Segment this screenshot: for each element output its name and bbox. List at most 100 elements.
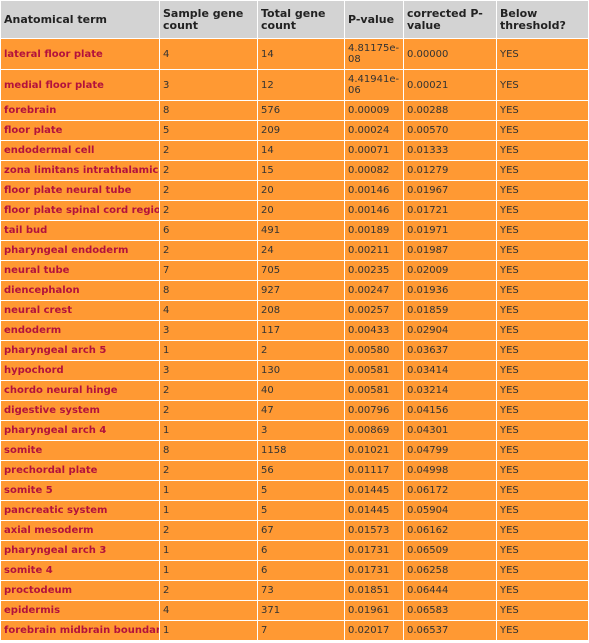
sample-count-cell: 7 <box>159 260 258 281</box>
term-cell[interactable]: pharyngeal arch 3 <box>0 540 160 561</box>
p-value-cell: 0.00247 <box>344 280 404 301</box>
table-row: pharyngeal endoderm 2 24 0.00211 0.01987 YES <box>0 240 589 261</box>
p-value-cell: 0.01731 <box>344 560 404 581</box>
total-count-cell: 20 <box>257 200 345 221</box>
total-count-cell: 73 <box>257 580 345 601</box>
corrected-p-value-cell: 0.02904 <box>403 320 497 341</box>
term-cell[interactable]: pharyngeal arch 5 <box>0 340 160 361</box>
term-cell[interactable]: zona limitans intrathalamica <box>0 160 160 181</box>
total-count-cell: 371 <box>257 600 345 621</box>
corrected-p-value-cell: 0.06583 <box>403 600 497 621</box>
header-below-threshold[interactable]: Below threshold? <box>496 0 589 39</box>
table-row: lateral floor plate 4 14 4.81175e-08 0.00000… <box>0 38 589 70</box>
header-total-gene-count[interactable]: Total gene count <box>257 0 345 39</box>
p-value-cell: 0.00257 <box>344 300 404 321</box>
total-count-cell: 6 <box>257 540 345 561</box>
below-threshold-cell: YES <box>496 160 589 181</box>
term-cell[interactable]: forebrain midbrain boundary <box>0 620 160 641</box>
sample-count-cell: 6 <box>159 220 258 241</box>
total-count-cell: 2 <box>257 340 345 361</box>
sample-count-cell: 2 <box>159 180 258 201</box>
term-cell[interactable]: pharyngeal arch 4 <box>0 420 160 441</box>
sample-count-cell: 2 <box>159 380 258 401</box>
p-value-cell: 0.00024 <box>344 120 404 141</box>
total-count-cell: 5 <box>257 480 345 501</box>
table-row: chordo neural hinge 2 40 0.00581 0.03214 YES <box>0 380 589 401</box>
table-row: somite 8 1158 0.01021 0.04799 YES <box>0 440 589 461</box>
sample-count-cell: 2 <box>159 240 258 261</box>
corrected-p-value-cell: 0.00288 <box>403 100 497 121</box>
sample-count-cell: 1 <box>159 420 258 441</box>
below-threshold-cell: YES <box>496 600 589 621</box>
corrected-p-value-cell: 0.04301 <box>403 420 497 441</box>
header-anatomical-term[interactable]: Anatomical term <box>0 0 160 39</box>
p-value-cell: 4.81175e-08 <box>344 38 404 70</box>
total-count-cell: 20 <box>257 180 345 201</box>
corrected-p-value-cell: 0.03414 <box>403 360 497 381</box>
below-threshold-cell: YES <box>496 560 589 581</box>
term-cell[interactable]: somite <box>0 440 160 461</box>
term-cell[interactable]: floor plate spinal cord region <box>0 200 160 221</box>
below-threshold-cell: YES <box>496 400 589 421</box>
sample-count-cell: 8 <box>159 100 258 121</box>
below-threshold-cell: YES <box>496 480 589 501</box>
term-cell[interactable]: chordo neural hinge <box>0 380 160 401</box>
corrected-p-value-cell: 0.01936 <box>403 280 497 301</box>
below-threshold-cell: YES <box>496 440 589 461</box>
term-cell[interactable]: forebrain <box>0 100 160 121</box>
p-value-cell: 0.01117 <box>344 460 404 481</box>
table-row: axial mesoderm 2 67 0.01573 0.06162 YES <box>0 520 589 541</box>
header-p-value[interactable]: P-value <box>344 0 404 39</box>
table-row: floor plate neural tube 2 20 0.00146 0.01967… <box>0 180 589 201</box>
term-cell[interactable]: endoderm <box>0 320 160 341</box>
term-cell[interactable]: epidermis <box>0 600 160 621</box>
term-cell[interactable]: neural crest <box>0 300 160 321</box>
p-value-cell: 0.00071 <box>344 140 404 161</box>
p-value-cell: 0.00796 <box>344 400 404 421</box>
term-cell[interactable]: neural tube <box>0 260 160 281</box>
term-cell[interactable]: axial mesoderm <box>0 520 160 541</box>
sample-count-cell: 4 <box>159 600 258 621</box>
term-cell[interactable]: diencephalon <box>0 280 160 301</box>
term-cell[interactable]: pancreatic system <box>0 500 160 521</box>
sample-count-cell: 3 <box>159 320 258 341</box>
below-threshold-cell: YES <box>496 540 589 561</box>
term-cell[interactable]: floor plate <box>0 120 160 141</box>
term-cell[interactable]: somite 5 <box>0 480 160 501</box>
table-row: pancreatic system 1 5 0.01445 0.05904 YES <box>0 500 589 521</box>
corrected-p-value-cell: 0.06509 <box>403 540 497 561</box>
total-count-cell: 209 <box>257 120 345 141</box>
corrected-p-value-cell: 0.03637 <box>403 340 497 361</box>
table-row: neural tube 7 705 0.00235 0.02009 YES <box>0 260 589 281</box>
term-cell[interactable]: digestive system <box>0 400 160 421</box>
term-cell[interactable]: pharyngeal endoderm <box>0 240 160 261</box>
header-sample-gene-count[interactable]: Sample gene count <box>159 0 258 39</box>
term-cell[interactable]: hypochord <box>0 360 160 381</box>
term-cell[interactable]: proctodeum <box>0 580 160 601</box>
p-value-cell: 0.01573 <box>344 520 404 541</box>
sample-count-cell: 3 <box>159 69 258 101</box>
term-cell[interactable]: tail bud <box>0 220 160 241</box>
header-corrected-p-value[interactable]: corrected P-value <box>403 0 497 39</box>
term-cell[interactable]: floor plate neural tube <box>0 180 160 201</box>
term-cell[interactable]: somite 4 <box>0 560 160 581</box>
below-threshold-cell: YES <box>496 380 589 401</box>
p-value-cell: 0.01021 <box>344 440 404 461</box>
total-count-cell: 14 <box>257 140 345 161</box>
total-count-cell: 927 <box>257 280 345 301</box>
p-value-cell: 4.41941e-06 <box>344 69 404 101</box>
sample-count-cell: 8 <box>159 440 258 461</box>
table-row: medial floor plate 3 12 4.41941e-06 0.00021 Y… <box>0 69 589 101</box>
table-row: epidermis 4 371 0.01961 0.06583 YES <box>0 600 589 621</box>
table-row: forebrain 8 576 0.00009 0.00288 YES <box>0 100 589 121</box>
total-count-cell: 15 <box>257 160 345 181</box>
below-threshold-cell: YES <box>496 38 589 70</box>
term-cell[interactable]: endodermal cell <box>0 140 160 161</box>
sample-count-cell: 2 <box>159 400 258 421</box>
term-cell[interactable]: lateral floor plate <box>0 38 160 70</box>
total-count-cell: 56 <box>257 460 345 481</box>
term-cell[interactable]: prechordal plate <box>0 460 160 481</box>
term-cell[interactable]: medial floor plate <box>0 69 160 101</box>
table-row: somite 4 1 6 0.01731 0.06258 YES <box>0 560 589 581</box>
